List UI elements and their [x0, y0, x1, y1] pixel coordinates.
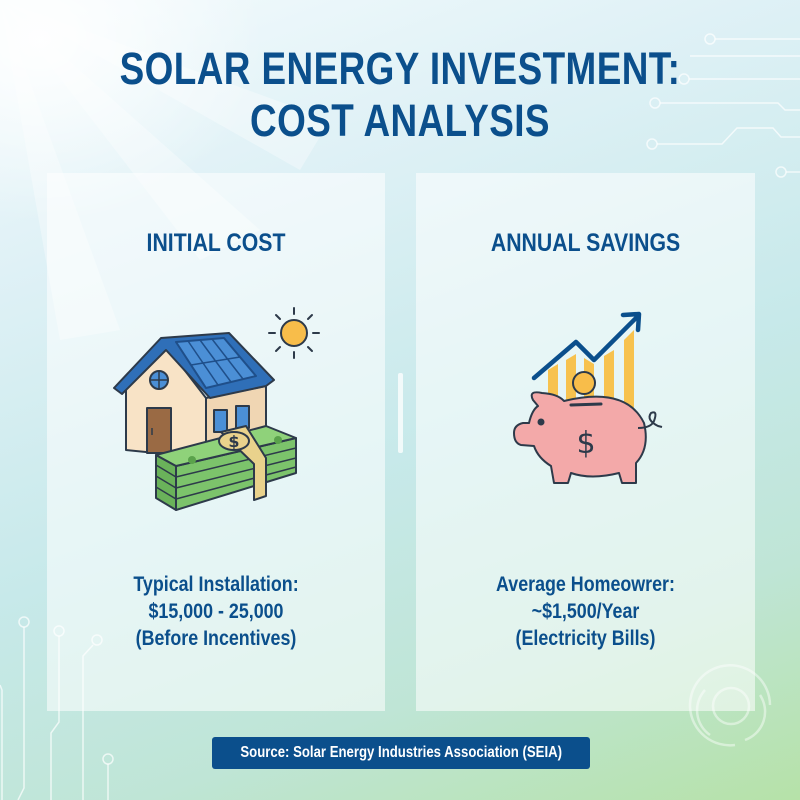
- piggy-bank-with-growth-chart-icon: $: [416, 298, 755, 528]
- card-heading-initial-cost: INITIAL COST: [146, 229, 286, 257]
- coin-icon: [571, 371, 596, 395]
- house-icon: [113, 332, 275, 459]
- title-line-1: SOLAR ENERGY INVESTMENT:: [119, 43, 681, 94]
- initial-cost-value: $15,000 - 25,000: [148, 600, 284, 623]
- svg-text:$: $: [576, 426, 595, 461]
- piggy-bank-illustration: $: [512, 311, 662, 484]
- annual-savings-value: ~$1,500/Year: [531, 600, 640, 623]
- initial-cost-details: Typical Installation: $15,000 - 25,000 (…: [72, 571, 359, 652]
- source-badge: Source: Solar Energy Industries Associat…: [212, 737, 590, 769]
- divider-bar: [398, 373, 403, 453]
- house-solar-cash-illustration: $: [113, 307, 320, 511]
- sun-icon: [268, 307, 320, 359]
- initial-cost-note: (Before Incentives): [135, 627, 297, 650]
- source-text: Source: Solar Energy Industries Associat…: [240, 744, 562, 761]
- card-heading-annual-savings: ANNUAL SAVINGS: [490, 229, 681, 257]
- svg-text:$: $: [228, 432, 239, 451]
- page-title: SOLAR ENERGY INVESTMENT: COST ANALYSIS: [72, 43, 728, 147]
- title-line-2: COST ANALYSIS: [250, 95, 550, 146]
- trend-arrow-icon: [531, 311, 641, 381]
- annual-savings-label: Average Homeowrer:: [496, 573, 675, 596]
- initial-cost-card: INITIAL COST: [47, 173, 385, 711]
- annual-savings-note: (Electricity Bills): [515, 627, 656, 650]
- annual-savings-card: ANNUAL SAVINGS: [416, 173, 755, 711]
- cash-stack-icon: $: [155, 425, 297, 511]
- piggy-bank-icon: $: [512, 391, 662, 484]
- house-with-solar-panels-and-cash-icon: $: [47, 298, 385, 528]
- annual-savings-details: Average Homeowrer: ~$1,500/Year (Electri…: [441, 571, 729, 652]
- initial-cost-label: Typical Installation:: [133, 573, 299, 596]
